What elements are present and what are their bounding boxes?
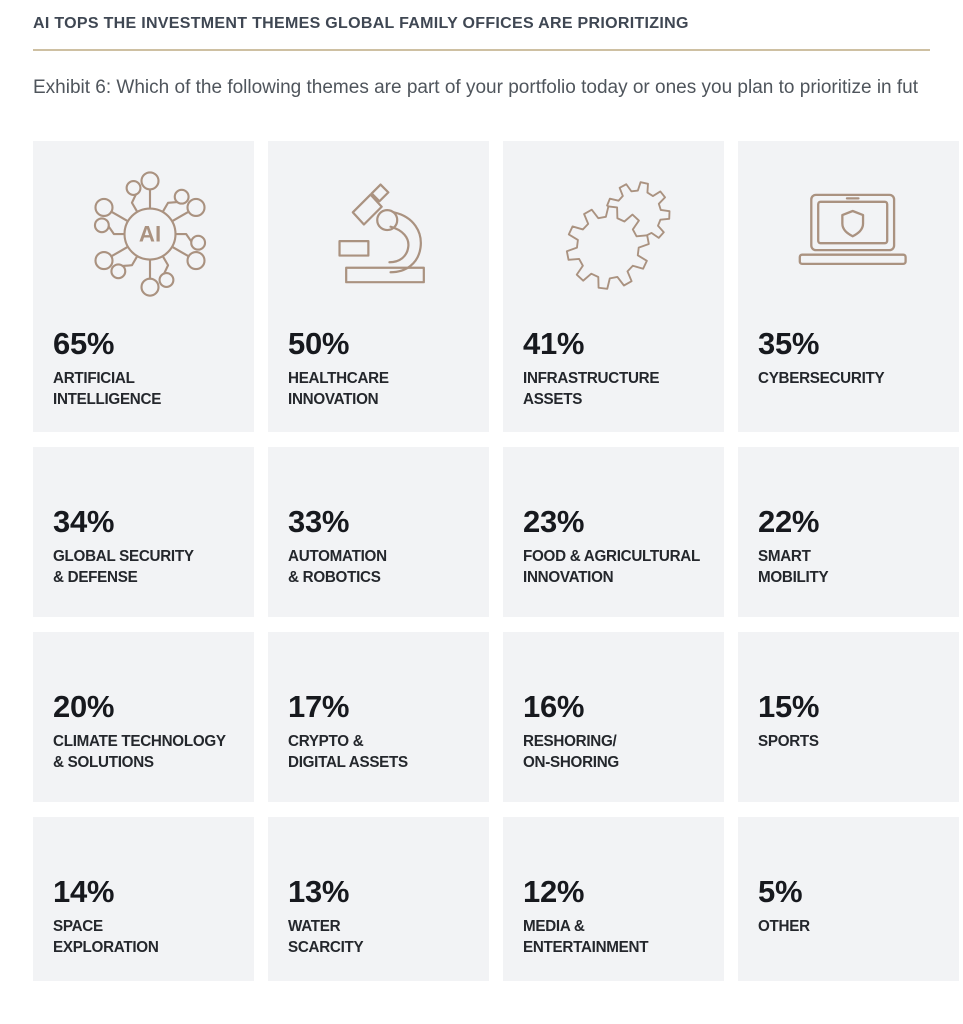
theme-percentage: 16% <box>523 689 585 724</box>
theme-percentage: 20% <box>53 689 115 724</box>
ai-icon-label: AI <box>138 221 160 246</box>
theme-card-climate-technology-solutions: 20% CLIMATE TECHNOLOGY & SOLUTIONS <box>33 632 254 802</box>
theme-label: ARTIFICIAL INTELLIGENCE <box>53 370 162 408</box>
theme-label: INFRASTRUCTURE ASSETS <box>523 370 660 408</box>
theme-percentage: 22% <box>758 504 820 539</box>
theme-card-food-agricultural-innovation: 23% FOOD & AGRICULTURAL INNOVATION <box>503 447 724 617</box>
theme-card-smart-mobility: 22% SMART MOBILITY <box>738 447 959 617</box>
theme-percentage: 13% <box>288 874 350 909</box>
theme-card-media-entertainment: 12% MEDIA & ENTERTAINMENT <box>503 817 724 981</box>
theme-percentage: 34% <box>53 504 115 539</box>
theme-card-automation-robotics: 33% AUTOMATION & ROBOTICS <box>268 447 489 617</box>
theme-label: AUTOMATION & ROBOTICS <box>288 548 387 586</box>
theme-label: GLOBAL SECURITY & DEFENSE <box>53 548 194 586</box>
theme-card-cybersecurity: 35% CYBERSECURITY <box>738 141 959 432</box>
theme-card-crypto-digital-assets: 17% CRYPTO & DIGITAL ASSETS <box>268 632 489 802</box>
theme-label: MEDIA & ENTERTAINMENT <box>523 918 649 956</box>
theme-label: CRYPTO & DIGITAL ASSETS <box>288 733 408 771</box>
ai-network-icon: AI <box>53 141 246 327</box>
themes-grid: AI 65% ARTIFICIAL INTELLIGENCE 50% HEALT <box>33 141 959 981</box>
theme-percentage: 35% <box>758 326 820 361</box>
theme-card-reshoring-on-shoring: 16% RESHORING/ ON-SHORING <box>503 632 724 802</box>
microscope-icon <box>288 141 481 327</box>
theme-label: HEALTHCARE INNOVATION <box>288 370 389 408</box>
theme-card-sports: 15% SPORTS <box>738 632 959 802</box>
theme-card-water-scarcity: 13% WATER SCARCITY <box>268 817 489 981</box>
theme-label: FOOD & AGRICULTURAL INNOVATION <box>523 548 700 586</box>
theme-label: WATER SCARCITY <box>288 918 364 956</box>
theme-label: SMART MOBILITY <box>758 548 829 586</box>
theme-percentage: 5% <box>758 874 803 909</box>
theme-percentage: 15% <box>758 689 820 724</box>
theme-label: OTHER <box>758 918 810 935</box>
theme-card-infrastructure-assets: 41% INFRASTRUCTURE ASSETS <box>503 141 724 432</box>
theme-percentage: 12% <box>523 874 585 909</box>
theme-percentage: 65% <box>53 326 115 361</box>
exhibit-page: AI TOPS THE INVESTMENT THEMES GLOBAL FAM… <box>33 15 959 981</box>
theme-card-other: 5% OTHER <box>738 817 959 981</box>
theme-label: SPACE EXPLORATION <box>53 918 159 956</box>
theme-label: SPORTS <box>758 733 819 750</box>
theme-percentage: 50% <box>288 326 350 361</box>
theme-percentage: 23% <box>523 504 585 539</box>
gears-icon <box>523 141 716 327</box>
theme-percentage: 41% <box>523 326 585 361</box>
theme-card-global-security-defense: 34% GLOBAL SECURITY & DEFENSE <box>33 447 254 617</box>
theme-label: CLIMATE TECHNOLOGY & SOLUTIONS <box>53 733 226 771</box>
theme-card-artificial-intelligence: AI 65% ARTIFICIAL INTELLIGENCE <box>33 141 254 432</box>
theme-percentage: 17% <box>288 689 350 724</box>
exhibit-subtitle: Exhibit 6: Which of the following themes… <box>33 77 919 98</box>
theme-label: CYBERSECURITY <box>758 370 885 387</box>
theme-percentage: 33% <box>288 504 350 539</box>
laptop-shield-icon <box>758 141 951 327</box>
page-title: AI TOPS THE INVESTMENT THEMES GLOBAL FAM… <box>33 15 689 32</box>
theme-card-healthcare-innovation: 50% HEALTHCARE INNOVATION <box>268 141 489 432</box>
title-divider <box>33 49 930 51</box>
theme-card-space-exploration: 14% SPACE EXPLORATION <box>33 817 254 981</box>
theme-percentage: 14% <box>53 874 115 909</box>
theme-label: RESHORING/ ON-SHORING <box>523 733 619 771</box>
